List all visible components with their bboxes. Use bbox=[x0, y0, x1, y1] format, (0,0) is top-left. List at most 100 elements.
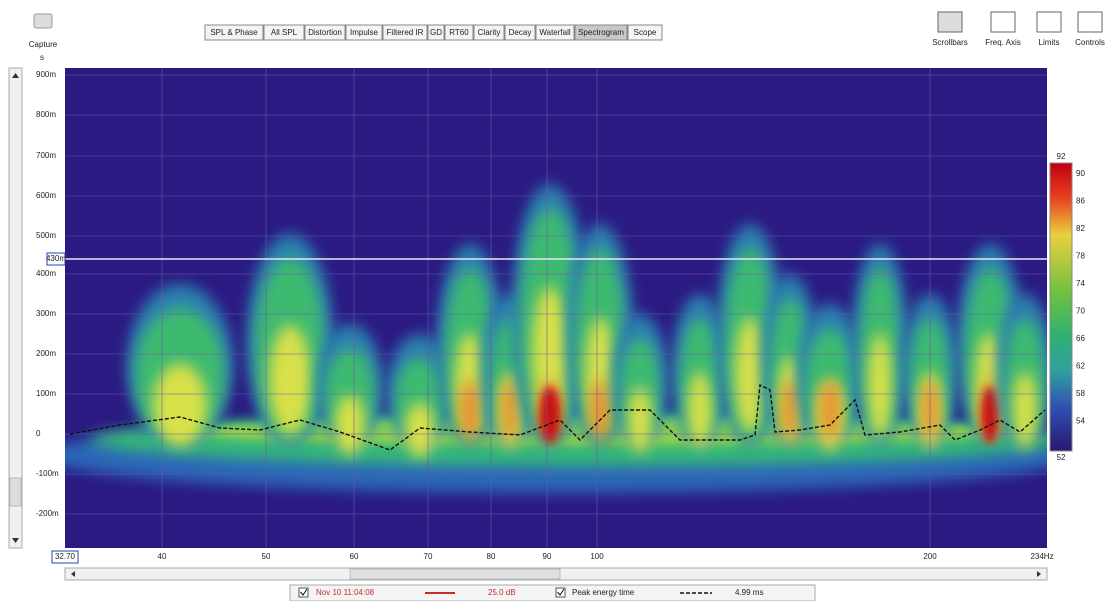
y-tick-label: 600m bbox=[36, 191, 56, 200]
heat-yellow bbox=[405, 402, 435, 458]
x-tick-label: 100 bbox=[590, 552, 604, 561]
tab[interactable] bbox=[304, 24, 346, 41]
button-label[interactable]: Controls bbox=[1075, 38, 1105, 47]
button-icon[interactable] bbox=[1077, 11, 1103, 33]
heat-yellow bbox=[335, 394, 365, 456]
heat-yellow bbox=[688, 371, 712, 449]
colorbar-label: 66 bbox=[1076, 334, 1085, 343]
button-label[interactable]: Freq. Axis bbox=[985, 38, 1021, 47]
tab-label[interactable]: Clarity bbox=[478, 28, 501, 37]
tab-label[interactable]: Spectrogram bbox=[578, 28, 624, 37]
heat-yellow bbox=[628, 387, 652, 453]
tab[interactable] bbox=[427, 24, 445, 41]
scroll-thumb[interactable] bbox=[349, 568, 561, 580]
x-axis: 40 50 60 70 80 90 100 200 bbox=[158, 552, 938, 561]
y-tick-label: 400m bbox=[36, 269, 56, 278]
scroll-thumb[interactable] bbox=[9, 477, 22, 507]
x-tick-label: 70 bbox=[424, 552, 433, 561]
heat-yellow bbox=[153, 363, 207, 447]
heat-red bbox=[981, 387, 999, 443]
button-label[interactable]: Limits bbox=[1039, 38, 1060, 47]
heat-yellow bbox=[1013, 371, 1037, 449]
check bbox=[557, 588, 565, 596]
capture-label[interactable]: Capture bbox=[29, 40, 58, 49]
x-end-label: 234Hz bbox=[1030, 552, 1053, 561]
tab-label[interactable]: RT60 bbox=[449, 28, 469, 37]
tab[interactable] bbox=[263, 24, 305, 41]
colorbar-label: 70 bbox=[1076, 307, 1085, 316]
tab[interactable] bbox=[345, 24, 383, 41]
colorbar-label: 86 bbox=[1076, 197, 1085, 206]
tab[interactable] bbox=[535, 24, 575, 41]
tab[interactable] bbox=[473, 24, 505, 41]
y-tick-label: 200m bbox=[36, 349, 56, 358]
right-toolbar: Scrollbars Freq. Axis Limits Controls bbox=[932, 11, 1105, 47]
trace-value: 25.0 dB bbox=[488, 588, 516, 597]
x-start-box bbox=[51, 550, 79, 564]
colorbar-label: 78 bbox=[1076, 252, 1085, 261]
heat-orange bbox=[820, 380, 840, 440]
heat-orange bbox=[502, 380, 518, 440]
colorbar-label: 58 bbox=[1076, 389, 1085, 398]
tab[interactable] bbox=[204, 24, 264, 41]
tab-label[interactable]: All SPL bbox=[271, 28, 298, 37]
tab-label[interactable]: GD bbox=[430, 28, 442, 37]
tab-label[interactable]: Waterfall bbox=[539, 28, 570, 37]
x-tick-label: 50 bbox=[262, 552, 271, 561]
cursor-label: 430m bbox=[46, 254, 66, 263]
y-tick-label: 300m bbox=[36, 309, 56, 318]
colorbar bbox=[1049, 162, 1073, 452]
x-tick-label: 60 bbox=[350, 552, 359, 561]
cursor-box bbox=[46, 252, 66, 266]
heat-orange bbox=[590, 380, 610, 440]
y-tick-label: 900m bbox=[36, 70, 56, 79]
tab-label[interactable]: Distortion bbox=[308, 28, 342, 37]
checkbox[interactable] bbox=[298, 587, 309, 598]
y-tick-label: 0 bbox=[36, 429, 41, 438]
tab[interactable] bbox=[627, 24, 663, 41]
colorbar-label: 82 bbox=[1076, 224, 1085, 233]
y-tick-label: 800m bbox=[36, 110, 56, 119]
checkbox[interactable] bbox=[555, 587, 566, 598]
colorbar-label: 62 bbox=[1076, 362, 1085, 371]
button-label[interactable]: Scrollbars bbox=[932, 38, 968, 47]
capture-icon[interactable] bbox=[33, 13, 53, 29]
y-axis: 900m 800m 700m 600m 500m 400m 300m 200m 100m 0 -10… bbox=[36, 70, 59, 518]
tab-label[interactable]: Decay bbox=[509, 28, 532, 37]
colorbar-label: 74 bbox=[1076, 279, 1085, 288]
vertical-scrollbar[interactable] bbox=[8, 67, 23, 549]
heat-yellow bbox=[735, 317, 765, 433]
colorbar-bottom: 52 bbox=[1057, 453, 1066, 462]
button-icon[interactable] bbox=[1036, 11, 1062, 33]
x-tick-label: 80 bbox=[487, 552, 496, 561]
tab[interactable] bbox=[444, 24, 474, 41]
spectrogram bbox=[65, 184, 1047, 493]
colorbar-top: 92 bbox=[1057, 152, 1066, 161]
heat-orange bbox=[782, 380, 798, 440]
heat-red bbox=[539, 387, 561, 443]
y-tick-label: 100m bbox=[36, 389, 56, 398]
peak-name: Peak energy time bbox=[572, 588, 635, 597]
tab[interactable] bbox=[504, 24, 536, 41]
button-icon[interactable] bbox=[937, 11, 963, 33]
tab-label[interactable]: Impulse bbox=[350, 28, 379, 37]
x-tick-label: 40 bbox=[158, 552, 167, 561]
check bbox=[300, 588, 308, 596]
colorbar-labels: 90 86 82 78 74 70 66 62 58 54 bbox=[1076, 169, 1085, 426]
button-icon[interactable] bbox=[990, 11, 1016, 33]
tab-label[interactable]: Scope bbox=[634, 28, 657, 37]
y-tick-label: 500m bbox=[36, 231, 56, 240]
tab-label[interactable]: SPL & Phase bbox=[210, 28, 258, 37]
tab-bar: SPL & Phase All SPL Distortion Impulse Filte… bbox=[204, 24, 663, 41]
x-tick-label: 200 bbox=[923, 552, 937, 561]
peak-energy-curve bbox=[69, 383, 1046, 451]
tab[interactable] bbox=[382, 24, 428, 41]
peak-value: 4.99 ms bbox=[735, 588, 763, 597]
heat-yellow bbox=[532, 286, 568, 424]
trace-name: Nov 10 11:04:08 bbox=[316, 588, 375, 597]
colorbar-label: 90 bbox=[1076, 169, 1085, 178]
tab[interactable] bbox=[574, 24, 628, 41]
heat-yellow bbox=[868, 332, 892, 438]
tab-label[interactable]: Filtered IR bbox=[387, 28, 424, 37]
